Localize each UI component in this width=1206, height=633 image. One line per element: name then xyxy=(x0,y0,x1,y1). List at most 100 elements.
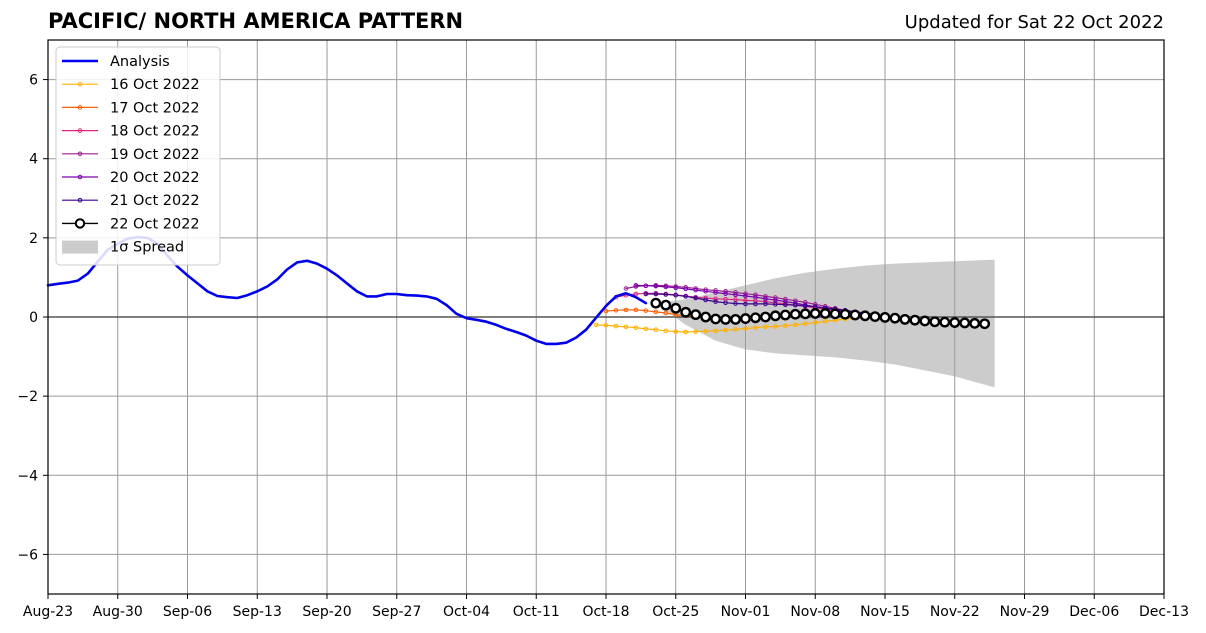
forecast-point xyxy=(683,329,689,335)
forecast-point xyxy=(643,291,649,297)
current-forecast-point xyxy=(889,312,901,324)
current-forecast-point xyxy=(819,308,831,319)
forecast-point xyxy=(693,295,698,301)
forecast-point xyxy=(703,288,708,294)
forecast-point xyxy=(663,310,669,316)
current-forecast-point xyxy=(829,308,841,320)
forecast-point xyxy=(713,299,718,304)
current-forecast-point xyxy=(660,299,672,311)
y-tick-label: −4 xyxy=(17,468,38,484)
legend-label: 17 Oct 2022 xyxy=(110,100,200,116)
current-forecast-point xyxy=(939,316,951,328)
x-tick-label: Dec-06 xyxy=(1069,604,1119,620)
forecast-point xyxy=(773,302,778,307)
x-tick-label: Sep-20 xyxy=(302,604,351,620)
current-forecast-point xyxy=(949,317,961,328)
forecast-point xyxy=(802,303,808,309)
forecast-point xyxy=(613,323,619,329)
forecast-point xyxy=(673,329,679,334)
current-forecast-point xyxy=(740,313,751,324)
forecast-point xyxy=(793,302,798,308)
y-tick-label: 6 xyxy=(29,73,38,89)
x-tick-label: Nov-29 xyxy=(1000,604,1050,620)
forecast-point xyxy=(763,296,768,302)
forecast-point xyxy=(822,319,828,324)
current-forecast-point xyxy=(869,311,881,323)
forecast-point xyxy=(723,300,728,306)
forecast-point xyxy=(623,286,629,291)
forecast-point xyxy=(763,301,768,307)
forecast-point xyxy=(783,302,788,308)
forecast-point xyxy=(593,322,599,328)
forecast-point xyxy=(683,286,689,292)
forecast-point xyxy=(703,297,708,303)
forecast-point xyxy=(633,283,639,288)
forecast-point xyxy=(802,321,808,327)
current-forecast-point xyxy=(879,311,891,323)
x-tick-label: Aug-30 xyxy=(93,604,143,620)
current-forecast-point xyxy=(839,308,851,320)
current-forecast-point xyxy=(769,310,781,322)
current-forecast-point xyxy=(969,317,981,329)
forecast-point xyxy=(603,308,609,314)
legend-label: 19 Oct 2022 xyxy=(110,147,200,163)
current-forecast-point xyxy=(720,313,731,325)
current-forecast-point xyxy=(750,312,761,324)
current-forecast-point xyxy=(789,308,801,320)
legend-label: 20 Oct 2022 xyxy=(110,170,200,186)
forecast-point xyxy=(733,301,738,306)
x-tick-label: Sep-06 xyxy=(163,604,212,620)
forecast-point xyxy=(753,301,758,307)
forecast-point xyxy=(693,287,698,293)
forecast-point xyxy=(743,301,748,307)
y-tick-label: −6 xyxy=(17,547,38,563)
forecast-point xyxy=(643,283,649,289)
legend-label: 1σ Spread xyxy=(110,240,184,256)
forecast-point xyxy=(623,307,629,313)
legend-label: Analysis xyxy=(110,54,170,70)
forecast-point xyxy=(653,283,659,289)
current-forecast-point xyxy=(670,302,682,314)
x-tick-label: Aug-23 xyxy=(23,604,73,620)
current-forecast-point xyxy=(680,306,692,318)
forecast-point xyxy=(653,291,659,297)
current-forecast-point xyxy=(899,313,911,325)
forecast-point xyxy=(663,284,669,290)
current-forecast-point xyxy=(859,310,871,322)
forecast-point xyxy=(773,324,778,329)
forecast-point xyxy=(812,320,818,325)
legend-marker xyxy=(74,218,86,229)
legend-marker xyxy=(77,197,83,203)
x-tick-label: Nov-01 xyxy=(721,604,771,620)
legend-label: 21 Oct 2022 xyxy=(110,193,200,209)
x-tick-label: Oct-18 xyxy=(582,604,629,620)
x-tick-label: Oct-25 xyxy=(652,604,699,620)
y-tick-label: 2 xyxy=(29,231,38,247)
forecast-point xyxy=(713,296,718,302)
forecast-point xyxy=(653,309,659,315)
forecast-point xyxy=(743,326,748,331)
legend-swatch xyxy=(62,240,98,254)
chart-subtitle: Updated for Sat 22 Oct 2022 xyxy=(904,12,1164,33)
forecast-point xyxy=(733,326,738,332)
current-forecast-point xyxy=(710,313,722,325)
legend-marker xyxy=(77,105,83,110)
forecast-point xyxy=(663,292,669,297)
current-forecast-point xyxy=(849,309,861,321)
x-tick-label: Oct-04 xyxy=(443,604,490,620)
forecast-point xyxy=(603,323,609,328)
legend-marker xyxy=(77,151,83,157)
y-tick-label: 0 xyxy=(29,310,38,326)
forecast-point xyxy=(703,328,708,334)
forecast-point xyxy=(753,294,758,300)
y-tick-label: 4 xyxy=(29,152,38,168)
legend-marker xyxy=(77,174,83,180)
forecast-point xyxy=(723,291,728,296)
forecast-point xyxy=(793,322,798,328)
forecast-point xyxy=(643,308,649,313)
x-tick-label: Nov-08 xyxy=(790,604,840,620)
current-forecast-point xyxy=(779,309,791,321)
current-forecast-point xyxy=(700,311,712,323)
forecast-point xyxy=(763,324,768,330)
